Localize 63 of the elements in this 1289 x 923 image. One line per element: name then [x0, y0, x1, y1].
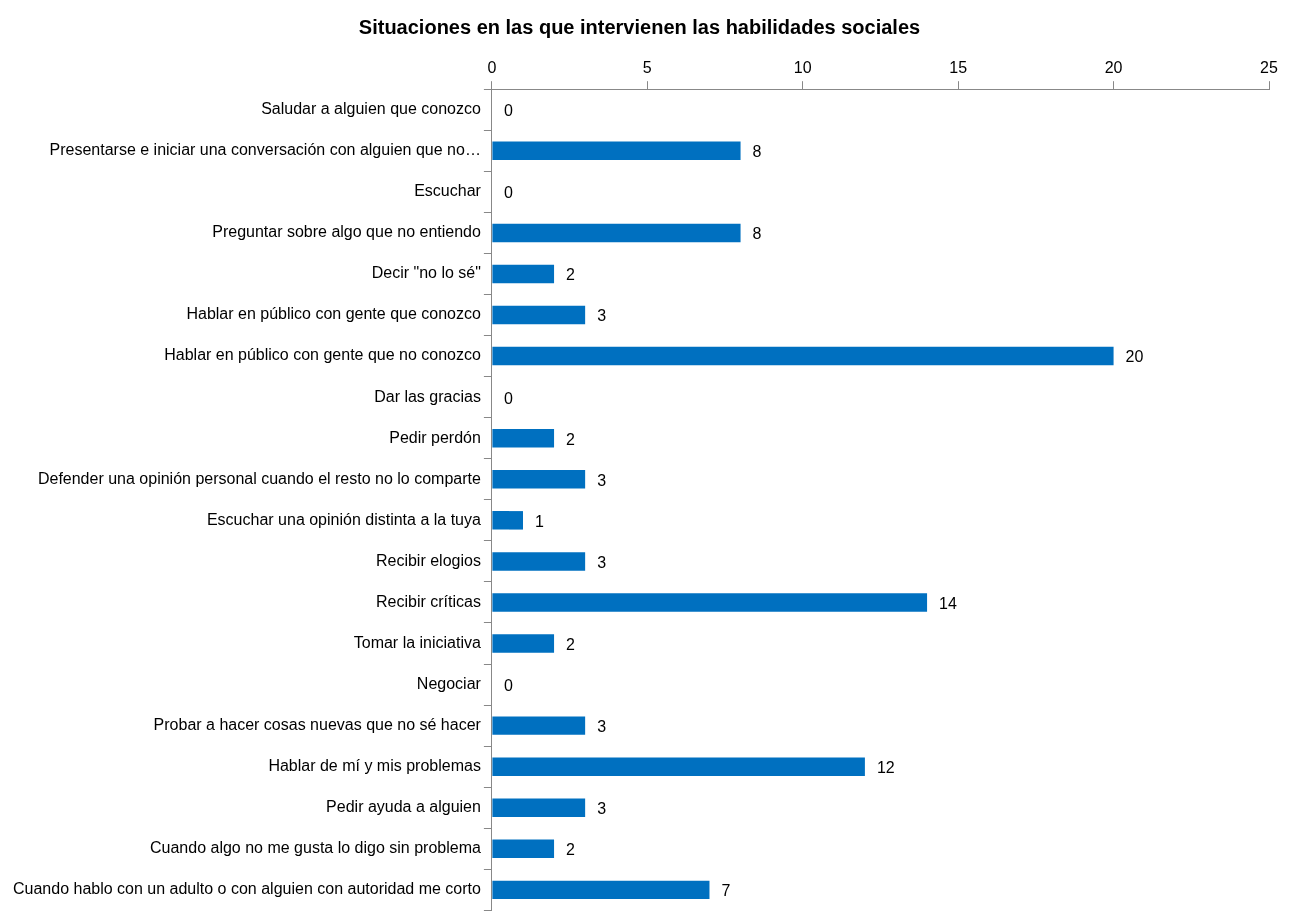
- y-tick-label: Negociar: [416, 674, 482, 692]
- bar: [492, 880, 710, 900]
- x-tick-label: 5: [642, 59, 652, 77]
- bar: [492, 223, 741, 243]
- x-tick-label: 0: [487, 59, 497, 77]
- bar: [492, 141, 741, 161]
- x-tick-label: 25: [1260, 59, 1278, 77]
- y-tick-label: Decir "no lo sé": [371, 264, 481, 282]
- bar: [492, 757, 865, 776]
- data-label: 8: [752, 225, 762, 243]
- bar: [492, 305, 586, 325]
- data-label: 0: [503, 676, 513, 694]
- y-tick-label: Escuchar: [414, 182, 482, 200]
- bar: [492, 634, 555, 653]
- chart-title: Situaciones en las que intervienen las habilidades sociales: [358, 15, 921, 38]
- data-label: 2: [566, 430, 576, 448]
- data-label: 2: [566, 841, 576, 859]
- data-label: 2: [566, 635, 576, 653]
- y-tick-label: Cuando algo no me gusta lo digo sin problema: [150, 839, 481, 857]
- data-label: 8: [752, 143, 762, 161]
- data-label: 3: [597, 718, 607, 736]
- y-tick-label: Escuchar una opinión distinta a la tuya: [206, 510, 481, 528]
- data-label: 7: [721, 882, 731, 900]
- y-tick-label: Pedir perdón: [389, 428, 481, 446]
- data-label: 14: [939, 594, 957, 612]
- y-tick-label: Dar las gracias: [374, 387, 481, 405]
- x-tick-label: 15: [949, 59, 968, 77]
- data-label: 2: [566, 266, 576, 284]
- data-label: 3: [597, 471, 607, 489]
- x-tick-label: 10: [793, 59, 812, 77]
- y-tick-label: Presentarse e iniciar una conversación con alguien que no…: [49, 141, 481, 159]
- y-tick-label: Recibir críticas: [375, 592, 481, 610]
- bar: [492, 716, 586, 735]
- bar: [492, 593, 928, 612]
- bar: [492, 470, 586, 489]
- bar: [492, 552, 586, 571]
- y-tick-label: Hablar de mí y mis problemas: [268, 757, 481, 775]
- bar: [492, 798, 586, 817]
- bar: [492, 346, 1114, 366]
- y-tick-label: Probar a hacer cosas nuevas que no sé hacer: [153, 716, 482, 734]
- data-label: 0: [503, 102, 513, 120]
- y-tick-label: Preguntar sobre algo que no entiendo: [212, 223, 481, 241]
- data-label: 0: [503, 389, 513, 407]
- y-tick-label: Saludar a alguien que conozco: [261, 100, 481, 118]
- data-label: 3: [597, 553, 607, 571]
- y-tick-label: Tomar la iniciativa: [353, 633, 481, 651]
- data-label: 3: [597, 307, 607, 325]
- bar: [492, 428, 555, 448]
- data-label: 12: [876, 759, 895, 777]
- y-tick-label: Hablar en público con gente que conozco: [186, 305, 481, 323]
- y-tick-label: Pedir ayuda a alguien: [326, 798, 481, 816]
- x-tick-label: 20: [1104, 59, 1123, 77]
- data-label: 1: [534, 512, 544, 530]
- y-tick-label: Defender una opinión personal cuando el resto no lo comparte: [37, 469, 481, 487]
- y-tick-label: Recibir elogios: [375, 551, 481, 569]
- data-label: 0: [503, 184, 513, 202]
- bar: [492, 511, 523, 530]
- data-label: 3: [597, 800, 607, 818]
- bar: [492, 839, 555, 859]
- y-tick-label: Cuando hablo con un adulto o con alguien con autoridad me corto: [13, 880, 481, 898]
- data-label: 20: [1125, 348, 1144, 366]
- y-tick-label: Hablar en público con gente que no conozco: [164, 346, 481, 364]
- bar: [492, 264, 555, 284]
